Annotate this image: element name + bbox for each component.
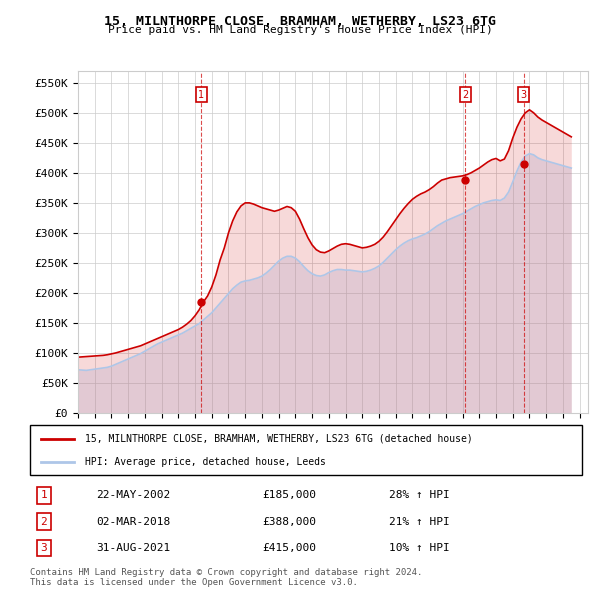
- Text: HPI: Average price, detached house, Leeds: HPI: Average price, detached house, Leed…: [85, 457, 326, 467]
- Text: £388,000: £388,000: [262, 517, 316, 527]
- Text: 15, MILNTHORPE CLOSE, BRAMHAM, WETHERBY, LS23 6TG (detached house): 15, MILNTHORPE CLOSE, BRAMHAM, WETHERBY,…: [85, 434, 473, 444]
- Text: 10% ↑ HPI: 10% ↑ HPI: [389, 543, 449, 553]
- Text: 1: 1: [40, 490, 47, 500]
- Text: 22-MAY-2002: 22-MAY-2002: [96, 490, 170, 500]
- Text: 2: 2: [40, 517, 47, 527]
- Text: 3: 3: [40, 543, 47, 553]
- Text: 2: 2: [463, 90, 469, 100]
- Text: 31-AUG-2021: 31-AUG-2021: [96, 543, 170, 553]
- Text: 02-MAR-2018: 02-MAR-2018: [96, 517, 170, 527]
- Text: £185,000: £185,000: [262, 490, 316, 500]
- Text: 15, MILNTHORPE CLOSE, BRAMHAM, WETHERBY, LS23 6TG: 15, MILNTHORPE CLOSE, BRAMHAM, WETHERBY,…: [104, 15, 496, 28]
- Text: 28% ↑ HPI: 28% ↑ HPI: [389, 490, 449, 500]
- Text: 21% ↑ HPI: 21% ↑ HPI: [389, 517, 449, 527]
- Text: £415,000: £415,000: [262, 543, 316, 553]
- Text: 1: 1: [199, 90, 205, 100]
- Text: Price paid vs. HM Land Registry's House Price Index (HPI): Price paid vs. HM Land Registry's House …: [107, 25, 493, 35]
- FancyBboxPatch shape: [30, 425, 582, 475]
- Text: 3: 3: [521, 90, 527, 100]
- Text: Contains HM Land Registry data © Crown copyright and database right 2024.
This d: Contains HM Land Registry data © Crown c…: [30, 568, 422, 587]
